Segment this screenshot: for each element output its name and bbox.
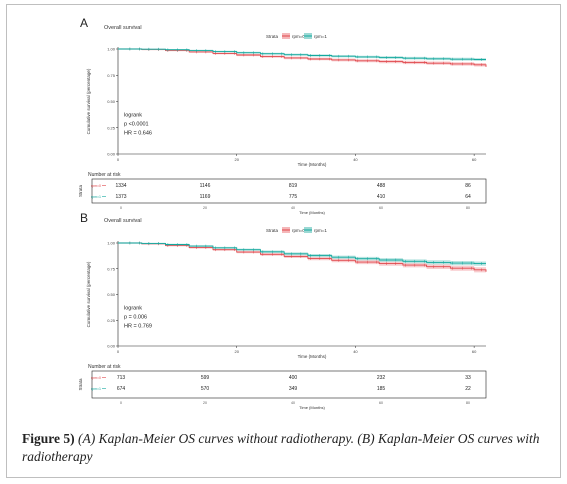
p2-xlabel: Time (Months) bbox=[298, 354, 327, 359]
p1-risk-label-0: rpm=0 bbox=[91, 184, 101, 188]
p2-ytick-label-1: 0.25 bbox=[107, 318, 116, 323]
p2-risk-time-4: 80 bbox=[466, 401, 470, 405]
p2-risk-label-1: rpm=1 bbox=[91, 387, 101, 391]
p1-xtick-label-0: 0 bbox=[117, 157, 120, 162]
p1-risk-label-1: rpm=1 bbox=[91, 195, 101, 199]
p2-risk-time-3: 60 bbox=[379, 401, 383, 405]
p1-legend-label-0: rpm=0 bbox=[292, 34, 305, 39]
p2-hr: HR = 0.769 bbox=[124, 324, 152, 330]
p2-risk-cell-1-1: 570 bbox=[201, 386, 210, 392]
p1-risk-box bbox=[91, 178, 487, 204]
p1-ytick-label-4: 1.00 bbox=[107, 47, 116, 52]
p2-xtick-label-2: 40 bbox=[353, 349, 358, 354]
p1-logrank: logrank bbox=[124, 113, 142, 119]
p1-xtick-label-3: 60 bbox=[472, 157, 477, 162]
p1-risk-time-2: 40 bbox=[291, 206, 295, 210]
p2-risk-cell-0-2: 400 bbox=[289, 375, 298, 381]
p2-risk-box bbox=[91, 370, 487, 399]
p1-risk-ylabel: Strata bbox=[78, 185, 83, 198]
p1-legend-title: Strata bbox=[266, 34, 279, 39]
p2-legend-label-1: rpm=1 bbox=[314, 228, 327, 233]
p1-xtick-label-1: 20 bbox=[234, 157, 239, 162]
p2-risk-cell-0-3: 232 bbox=[377, 375, 386, 381]
p1-risk-time-4: 80 bbox=[466, 206, 470, 210]
p1-band-0 bbox=[118, 48, 486, 69]
p2-risk-cell-1-4: 22 bbox=[465, 386, 471, 392]
p2-risk-cell-0-4: 33 bbox=[465, 375, 471, 381]
p2-title: Overall survival bbox=[104, 218, 142, 224]
p1-ytick-label-1: 0.25 bbox=[107, 125, 116, 130]
p2-risk-xlabel: Time (Months) bbox=[299, 405, 325, 410]
p1-risk-cell-1-0: 1373 bbox=[115, 194, 126, 200]
p1-risk-cell-0-1: 1146 bbox=[200, 183, 211, 189]
p2-risk-cell-1-3: 185 bbox=[377, 386, 386, 392]
p1-pvalue: p <0.0001 bbox=[124, 122, 149, 128]
p1-ytick-label-0: 0.00 bbox=[107, 152, 116, 157]
p2-xtick-label-1: 20 bbox=[234, 349, 239, 354]
p2-logrank: logrank bbox=[124, 306, 142, 312]
p2-ytick-label-2: 0.50 bbox=[107, 292, 116, 297]
p1-risk-cell-1-4: 64 bbox=[465, 194, 471, 200]
p1-ytick-label-3: 0.75 bbox=[107, 73, 116, 78]
p1-risk-title: Number at risk bbox=[88, 172, 121, 178]
p1-risk-time-3: 60 bbox=[379, 206, 383, 210]
p2-xtick-label-3: 60 bbox=[472, 349, 477, 354]
p1-ytick-label-2: 0.50 bbox=[107, 99, 116, 104]
figure-frame bbox=[6, 4, 561, 478]
p1-risk-cell-0-0: 1334 bbox=[115, 183, 126, 189]
p1-risk-cell-1-1: 1169 bbox=[200, 194, 211, 200]
p2-risk-title: Number at risk bbox=[88, 364, 121, 370]
p1-panel-label: A bbox=[80, 16, 88, 30]
p2-band-0 bbox=[118, 242, 486, 275]
figure-caption: Figure 5) (A) Kaplan-Meier OS curves wit… bbox=[22, 430, 552, 466]
p1-risk-time-1: 20 bbox=[203, 206, 207, 210]
p2-risk-ylabel: Strata bbox=[78, 378, 83, 391]
p2-ytick-label-0: 0.00 bbox=[107, 344, 116, 349]
p2-risk-cell-1-0: 674 bbox=[117, 386, 126, 392]
p1-risk-cell-1-3: 410 bbox=[377, 194, 386, 200]
p2-line-1 bbox=[118, 242, 486, 265]
p1-risk-xlabel: Time (Months) bbox=[299, 210, 325, 215]
p2-risk-cell-0-1: 599 bbox=[201, 375, 210, 381]
p2-risk-time-1: 20 bbox=[203, 401, 207, 405]
p2-ytick-label-3: 0.75 bbox=[107, 266, 116, 271]
p2-ytick-label-4: 1.00 bbox=[107, 241, 116, 246]
p1-xtick-label-2: 40 bbox=[353, 157, 358, 162]
p1-risk-cell-0-2: 819 bbox=[289, 183, 298, 189]
p2-legend-label-0: rpm=0 bbox=[292, 228, 305, 233]
p1-xlabel: Time (Months) bbox=[298, 162, 327, 167]
p2-legend-title: Strata bbox=[266, 228, 279, 233]
p1-risk-cell-1-2: 775 bbox=[289, 194, 298, 200]
p2-risk-label-0: rpm=0 bbox=[91, 376, 101, 380]
caption-text: (A) Kaplan-Meier OS curves without radio… bbox=[22, 431, 540, 464]
p1-title: Overall survival bbox=[104, 25, 142, 31]
p1-risk-cell-0-4: 86 bbox=[465, 183, 471, 189]
p2-ylabel: Cumulative survival (percentage) bbox=[86, 261, 91, 327]
p2-risk-cell-1-2: 349 bbox=[289, 386, 298, 392]
p2-risk-cell-0-0: 713 bbox=[117, 375, 126, 381]
p2-risk-time-2: 40 bbox=[291, 401, 295, 405]
p1-line-1 bbox=[118, 48, 486, 60]
p1-risk-time-0: 0 bbox=[120, 206, 122, 210]
p2-risk-time-0: 0 bbox=[120, 401, 122, 405]
caption-label: Figure 5) bbox=[22, 431, 75, 446]
p2-pvalue: p = 0.006 bbox=[124, 315, 147, 321]
p2-panel-label: B bbox=[80, 211, 88, 225]
p1-legend-label-1: rpm=1 bbox=[314, 34, 327, 39]
p1-hr: HR = 0.646 bbox=[124, 131, 152, 137]
p1-ylabel: Cumulative survival (percentage) bbox=[86, 68, 91, 134]
p1-risk-cell-0-3: 488 bbox=[377, 183, 386, 189]
p2-xtick-label-0: 0 bbox=[117, 349, 120, 354]
